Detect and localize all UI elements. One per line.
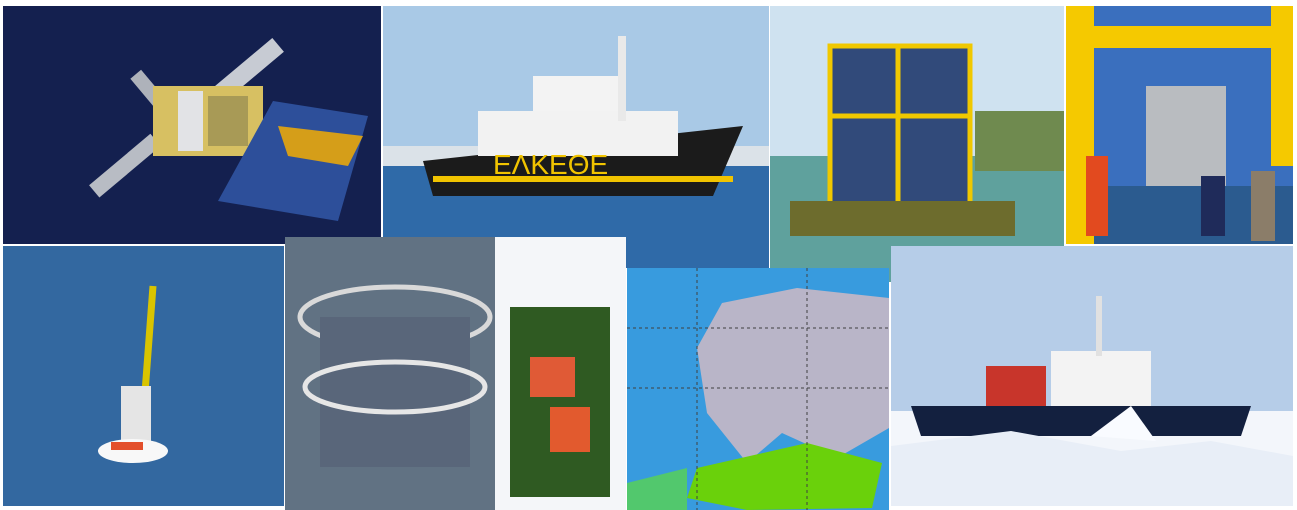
buoy-platform-photo <box>770 6 1064 282</box>
profiling-float-photo <box>3 246 284 506</box>
research-vessel-photo: ΕΛΚΕΘΕ <box>383 6 769 268</box>
satellite-photo <box>3 6 381 244</box>
ctd-rosette-photo <box>285 237 626 510</box>
icebreaker-ship-photo <box>891 246 1293 506</box>
deck-crane-photo <box>1066 6 1293 244</box>
ship-hull-lettering: ΕΛΚΕΘΕ <box>493 149 608 180</box>
europe-sst-map <box>627 268 889 510</box>
